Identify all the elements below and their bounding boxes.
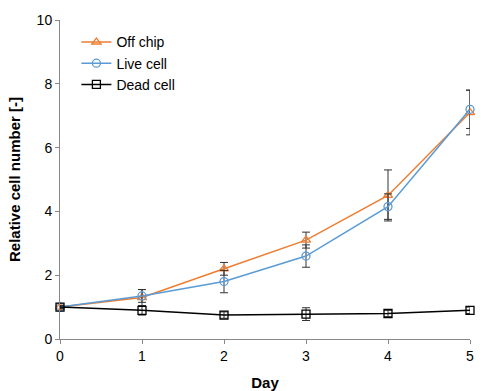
svg-text:0: 0	[44, 331, 52, 347]
svg-text:6: 6	[44, 140, 52, 156]
svg-text:1: 1	[138, 348, 146, 364]
svg-text:8: 8	[44, 76, 52, 92]
svg-text:10: 10	[37, 12, 53, 28]
svg-text:2: 2	[220, 348, 228, 364]
svg-text:4: 4	[384, 348, 392, 364]
svg-text:Off chip: Off chip	[116, 34, 164, 50]
svg-text:Day: Day	[251, 374, 279, 391]
svg-text:2: 2	[44, 267, 52, 283]
svg-text:5: 5	[466, 348, 474, 364]
svg-text:Relative cell number [-]: Relative cell number [-]	[6, 97, 23, 262]
svg-text:0: 0	[56, 348, 64, 364]
svg-text:3: 3	[302, 348, 310, 364]
svg-text:4: 4	[44, 203, 52, 219]
svg-text:Live cell: Live cell	[116, 56, 167, 72]
svg-text:Dead cell: Dead cell	[116, 77, 174, 93]
